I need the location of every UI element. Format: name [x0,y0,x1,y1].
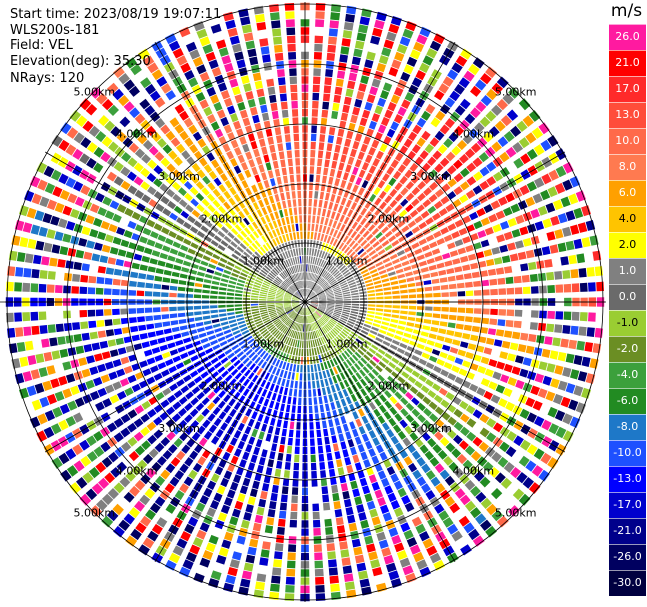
ppi-gates [5,2,605,602]
colorbar-unit: m/s [610,1,643,21]
range-ring-label: 2.00km [201,213,243,226]
nrays-text: NRays: 120 [10,71,85,86]
colorbar-label: 2.0 [618,238,637,251]
range-ring-label: 2.00km [368,213,410,226]
colorbar-cell [609,544,646,570]
colorbar-cell [609,284,646,310]
field-text: Field: VEL [10,38,73,53]
colorbar-cell [609,258,646,284]
instrument-text: WLS200s-181 [10,23,100,38]
range-ring-label: 1.00km [326,338,368,351]
colorbar-cell [609,154,646,180]
colorbar-label: 6.0 [618,186,637,199]
range-ring-label: 5.00km [74,85,116,98]
range-ring-label: 3.00km [410,422,452,435]
range-ring-label: 4.00km [453,464,495,477]
azimuth-spoke [44,301,306,453]
colorbar-label: -10.0 [613,446,642,459]
colorbar-label: 1.0 [618,264,637,277]
azimuth-spoke [304,151,566,303]
colorbar-label: -17.0 [613,498,642,511]
colorbar-label: 21.0 [615,56,640,69]
range-ring-label: 3.00km [158,170,200,183]
colorbar-label: -21.0 [613,524,642,537]
colorbar-label: -1.0 [616,316,639,329]
azimuth-spoke [44,151,306,303]
colorbar-cell [609,414,646,440]
colorbar-label: -4.0 [616,368,639,381]
range-ring-label: 2.00km [201,379,243,392]
colorbar-label: -26.0 [613,550,642,563]
range-ring-label: 5.00km [495,507,537,520]
colorbar-cell [609,440,646,466]
azimuth-spoke [154,41,306,303]
colorbar-cell [609,206,646,232]
colorbar-cell [609,518,646,544]
start-time-text: Start time: 2023/08/19 19:07:11 [10,7,222,22]
colorbar-cell [609,128,646,154]
range-ring-label: 3.00km [158,422,200,435]
colorbar-cell [609,180,646,206]
azimuth-spoke [304,41,456,303]
colorbar-cell [609,232,646,258]
colorbar-label: 0.0 [618,290,637,303]
colorbar-cell [609,336,646,362]
range-ring-label: 1.00km [326,254,368,267]
range-ring-label: 3.00km [410,170,452,183]
colorbar-label: 4.0 [618,212,637,225]
range-ring-label: 1.00km [243,254,285,267]
range-ring-label: 4.00km [116,464,158,477]
range-ring-label: 1.00km [243,338,285,351]
range-ring-label: 2.00km [368,379,410,392]
colorbar-label: -13.0 [613,472,642,485]
colorbar-label: 13.0 [615,108,640,121]
colorbar-cell [609,492,646,518]
colorbar-label: 10.0 [615,134,640,147]
colorbar-label: -30.0 [613,576,642,589]
colorbar: 26.0 21.0 17.0 13.0 10.0 8.0 6.0 4.0 2.0 1.0 0.0 -1… [609,24,646,596]
colorbar-cell [609,102,646,128]
colorbar-label: 26.0 [615,30,640,43]
colorbar-cell [609,570,646,596]
colorbar-cell [609,76,646,102]
colorbar-cell [609,466,646,492]
colorbar-cell [609,362,646,388]
azimuth-spoke [304,301,566,453]
colorbar-cell [609,24,646,50]
colorbar-label: -8.0 [616,420,639,433]
colorbar-label: -6.0 [616,394,639,407]
colorbar-cell [609,310,646,336]
azimuth-spoke [304,301,456,563]
colorbar-label: -2.0 [616,342,639,355]
azimuth-spoke [154,301,306,563]
range-ring-label: 4.00km [453,128,495,141]
range-ring-label: 4.00km [116,128,158,141]
colorbar-cell [609,388,646,414]
range-ring-label: 5.00km [495,85,537,98]
colorbar-cell [609,50,646,76]
colorbar-label: 17.0 [615,82,640,95]
elevation-text: Elevation(deg): 35.30 [10,54,151,69]
range-ring-label: 5.00km [74,507,116,520]
colorbar-label: 8.0 [618,160,637,173]
